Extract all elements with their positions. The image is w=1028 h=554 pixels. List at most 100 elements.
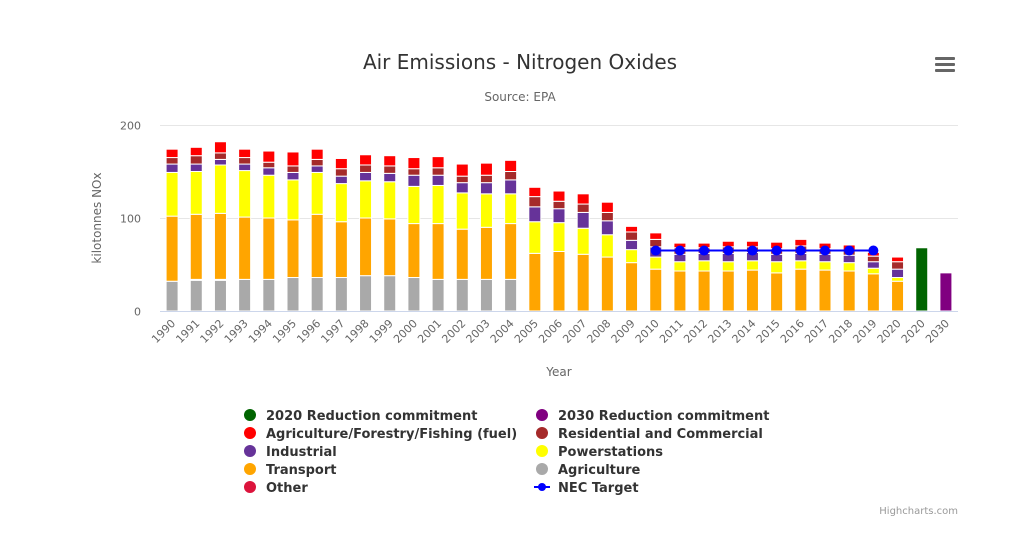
bar-segment-industrial[interactable] (189, 163, 203, 172)
bar-segment-industrial[interactable] (600, 220, 614, 236)
bar-segment-industrial[interactable] (165, 163, 179, 173)
bar-segment-transport[interactable] (238, 216, 252, 280)
bar-segment-powerstations[interactable] (189, 171, 203, 215)
bar-segment-residential-and-commercial[interactable] (383, 165, 397, 174)
bar-segment-transport[interactable] (600, 256, 614, 312)
bar-segment-powerstations[interactable] (455, 192, 469, 230)
bar-segment-agriculture-forestry-fishing-fuel-[interactable] (794, 238, 808, 247)
bar-segment-residential-and-commercial[interactable] (262, 161, 276, 169)
bar-segment-agriculture-forestry-fishing-fuel-[interactable] (334, 157, 348, 170)
bar-segment-transport[interactable] (552, 250, 566, 312)
bar-segment-powerstations[interactable] (213, 164, 227, 214)
bar-segment-transport[interactable] (504, 223, 518, 280)
bar-segment-agriculture[interactable] (165, 280, 179, 312)
bar-segment-transport[interactable] (770, 272, 784, 312)
bar-segment-agriculture-forestry-fishing-fuel-[interactable] (455, 163, 469, 177)
bar-segment-agriculture-forestry-fishing-fuel-[interactable] (576, 193, 590, 205)
bar-segment-transport[interactable] (431, 223, 445, 280)
bar-segment-industrial[interactable] (866, 261, 880, 269)
bar-segment-residential-and-commercial[interactable] (359, 164, 373, 173)
legend-item-industrial[interactable]: Industrial (244, 445, 337, 460)
bar-segment-residential-and-commercial[interactable] (504, 171, 518, 181)
bar-segment-residential-and-commercial[interactable] (866, 255, 880, 263)
nec-target-point[interactable] (820, 245, 830, 256)
bar-segment-transport[interactable] (721, 270, 735, 312)
bar-segment-agriculture-forestry-fishing-fuel-[interactable] (262, 150, 276, 163)
bar-segment-residential-and-commercial[interactable] (552, 200, 566, 210)
bar-segment-agriculture-forestry-fishing-fuel-[interactable] (310, 148, 324, 160)
bar-segment-agriculture[interactable] (334, 277, 348, 312)
bar-segment-residential-and-commercial[interactable] (334, 168, 348, 177)
bar-segment-agriculture[interactable] (407, 277, 421, 312)
bar-segment-agriculture[interactable] (189, 279, 203, 312)
bar-segment-powerstations[interactable] (359, 180, 373, 219)
bar-segment-agriculture-forestry-fishing-fuel-[interactable] (213, 141, 227, 154)
bar-segment-powerstations[interactable] (794, 260, 808, 270)
bar-segment-industrial[interactable] (262, 167, 276, 176)
bar-segment-industrial[interactable] (407, 174, 421, 187)
legend-item-powerstations[interactable]: Powerstations (536, 445, 663, 460)
bar-segment-agriculture[interactable] (504, 278, 518, 312)
bar-segment-transport[interactable] (649, 268, 663, 312)
bar-segment-industrial[interactable] (528, 206, 542, 223)
bar-segment-2020-reduction-commitment[interactable] (915, 247, 929, 312)
bar-segment-transport[interactable] (745, 269, 759, 312)
bar-segment-agriculture-forestry-fishing-fuel-[interactable] (189, 146, 203, 157)
bar-segment-powerstations[interactable] (165, 171, 179, 217)
bar-segment-residential-and-commercial[interactable] (600, 211, 614, 222)
bar-segment-transport[interactable] (286, 219, 300, 279)
bar-segment-transport[interactable] (866, 273, 880, 312)
bar-segment-agriculture-forestry-fishing-fuel-[interactable] (286, 151, 300, 167)
bar-segment-industrial[interactable] (213, 158, 227, 166)
bar-segment-powerstations[interactable] (431, 184, 445, 225)
bar-segment-transport[interactable] (359, 217, 373, 277)
bar-segment-transport[interactable] (334, 221, 348, 279)
bar-segment-agriculture[interactable] (238, 278, 252, 312)
bar-segment-powerstations[interactable] (625, 249, 639, 264)
bar-segment-powerstations[interactable] (649, 256, 663, 270)
bar-segment-agriculture-forestry-fishing-fuel-[interactable] (165, 148, 179, 159)
bar-segment-powerstations[interactable] (721, 261, 735, 272)
bar-segment-transport[interactable] (262, 217, 276, 280)
bar-segment-powerstations[interactable] (866, 267, 880, 275)
bar-segment-agriculture-forestry-fishing-fuel-[interactable] (504, 159, 518, 172)
bar-segment-industrial[interactable] (842, 254, 856, 264)
bar-segment-industrial[interactable] (552, 208, 566, 224)
bar-segment-agriculture-forestry-fishing-fuel-[interactable] (238, 148, 252, 159)
nec-target-point[interactable] (723, 245, 734, 256)
bar-segment-agriculture-forestry-fishing-fuel-[interactable] (359, 154, 373, 166)
bar-segment-agriculture[interactable] (479, 278, 493, 312)
bar-segment-residential-and-commercial[interactable] (479, 174, 493, 184)
bar-segment-transport[interactable] (891, 280, 905, 312)
bar-segment-agriculture[interactable] (262, 278, 276, 312)
bar-segment-agriculture-forestry-fishing-fuel-[interactable] (649, 232, 663, 240)
legend-item-agriculture[interactable]: Agriculture (536, 463, 641, 478)
bar-segment-industrial[interactable] (431, 174, 445, 186)
bar-segment-agriculture[interactable] (213, 279, 227, 312)
bar-segment-industrial[interactable] (455, 182, 469, 194)
bar-segment-transport[interactable] (842, 270, 856, 312)
bar-segment-industrial[interactable] (286, 171, 300, 181)
bar-segment-powerstations[interactable] (479, 193, 493, 228)
bar-segment-residential-and-commercial[interactable] (238, 157, 252, 165)
bar-segment-transport[interactable] (189, 213, 203, 280)
bar-segment-agriculture[interactable] (383, 275, 397, 312)
bar-segment-residential-and-commercial[interactable] (286, 165, 300, 173)
legend-item-2020-reduction-commitment[interactable]: 2020 Reduction commitment (244, 409, 477, 424)
bar-segment-powerstations[interactable] (576, 227, 590, 255)
bar-segment-residential-and-commercial[interactable] (891, 261, 905, 270)
nec-target-point[interactable] (868, 245, 879, 256)
bar-segment-powerstations[interactable] (891, 277, 905, 282)
hamburger-menu-icon[interactable] (930, 52, 960, 78)
bar-segment-transport[interactable] (818, 269, 832, 312)
bar-segment-agriculture[interactable] (455, 278, 469, 312)
legend-item-transport[interactable]: Transport (244, 463, 336, 478)
nec-target-point[interactable] (674, 245, 685, 256)
bar-segment-powerstations[interactable] (504, 193, 518, 225)
bar-segment-residential-and-commercial[interactable] (431, 167, 445, 176)
bar-segment-transport[interactable] (165, 215, 179, 282)
legend-item-2030-reduction-commitment[interactable]: 2030 Reduction commitment (536, 409, 769, 424)
bar-segment-transport[interactable] (625, 262, 639, 312)
legend-item-other[interactable]: Other (244, 481, 308, 496)
bar-segment-powerstations[interactable] (745, 260, 759, 271)
